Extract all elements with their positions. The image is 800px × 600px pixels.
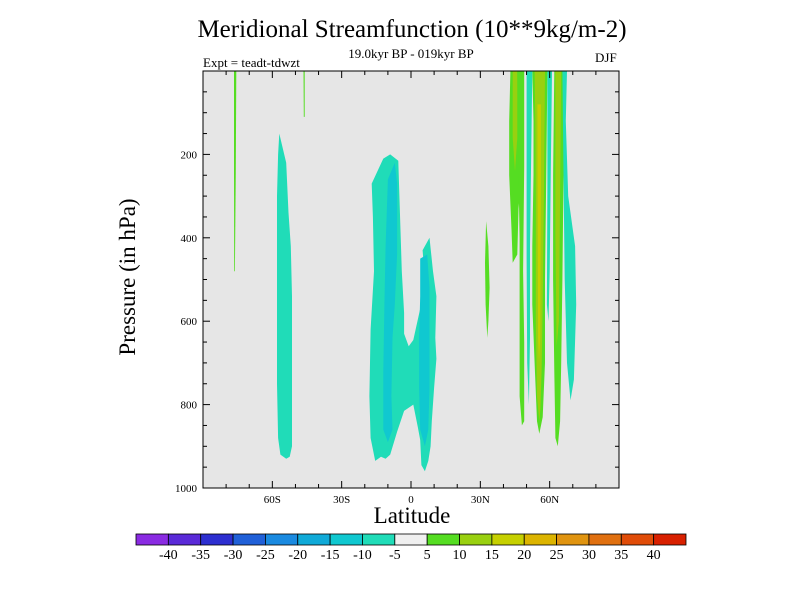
y-tick-label: 1000 [175,483,198,495]
colorbar-swatch [329,533,363,546]
colorbar-swatch [394,533,428,546]
region-sh-polar-streak-2 [303,71,305,117]
colorbar-swatch [620,533,655,546]
colorbar-swatch [200,533,234,546]
y-tick-label: 600 [181,316,198,328]
x-tick-label: 30N [471,494,490,506]
region-nh-band-3-negative-edge [546,71,552,322]
region-nh-band-3-max [537,104,541,363]
colorbar-label: 20 [517,548,531,563]
region-nh-subtropics-positive [485,221,490,338]
chart-title: Meridional Streamfunction (10**9kg/m-2) [197,16,627,43]
colorbar-label: -15 [321,548,340,563]
colorbar-swatch [653,533,687,546]
y-tick-label: 400 [181,233,198,245]
colorbar-label: -40 [159,548,178,563]
colorbar-label: 40 [647,548,661,563]
colorbar-swatch [265,533,299,546]
colorbar-label: -5 [389,548,401,563]
colorbar-swatch [491,533,525,546]
x-tick-label: 60N [540,494,559,506]
colorbar-label: -20 [288,548,307,563]
colorbar-swatch [167,533,202,546]
colorbar-label: 15 [485,548,499,563]
colorbar-swatch [135,533,169,546]
colorbar: -40 -35 -30 -25 -20 -15 -10 -5 5 10 15 20 25 30 35 40 [135,533,687,563]
region-tropics-negative-inner-east [419,254,430,447]
colorbar-swatch [232,533,266,546]
colorbar-label: 30 [582,548,596,563]
colorbar-swatch [556,533,590,546]
region-nh-band-4-core [555,71,562,347]
colorbar-swatch [362,533,396,546]
colorbar-label: -10 [353,548,372,563]
colorbar-label: 25 [550,548,564,563]
colorbar-label: 10 [453,548,467,563]
y-tick-label: 200 [181,149,198,161]
colorbar-swatch [523,533,557,546]
x-axis-label: Latitude [373,503,451,528]
region-sh-polar-streak [234,71,237,272]
region-tropics-negative-inner-west [383,162,398,443]
colorbar-swatch [297,533,331,546]
region-nh-band-1-core [512,71,518,172]
colorbar-label: -35 [191,548,210,563]
chart-subtitle: 19.0kyr BP - 019kyr BP [348,46,474,61]
x-tick-label: 60S [264,494,281,506]
region-nh-band-2 [517,71,525,426]
colorbar-label: -30 [224,548,243,563]
colorbar-label: -25 [256,548,275,563]
colorbar-label: 5 [424,548,431,563]
colorbar-swatch [426,533,460,546]
contour-regions [234,71,577,472]
region-nh-band-3-negative-west [526,71,533,405]
axis-ticks: 60S 30S 0 30N 60N 200 400 600 800 1000 [175,71,619,506]
colorbar-label: 35 [614,548,628,563]
region-sh-midlat-negative [277,133,292,459]
y-tick-label: 800 [181,400,198,412]
x-tick-label: 30S [333,494,350,506]
x-tick-label: 0 [408,494,414,506]
experiment-label: Expt = teadt-tdwzt [203,55,300,70]
region-nh-band-4-negative-edge [562,71,577,401]
colorbar-swatch [588,533,622,546]
colorbar-swatch [459,533,493,546]
season-label: DJF [595,50,617,65]
